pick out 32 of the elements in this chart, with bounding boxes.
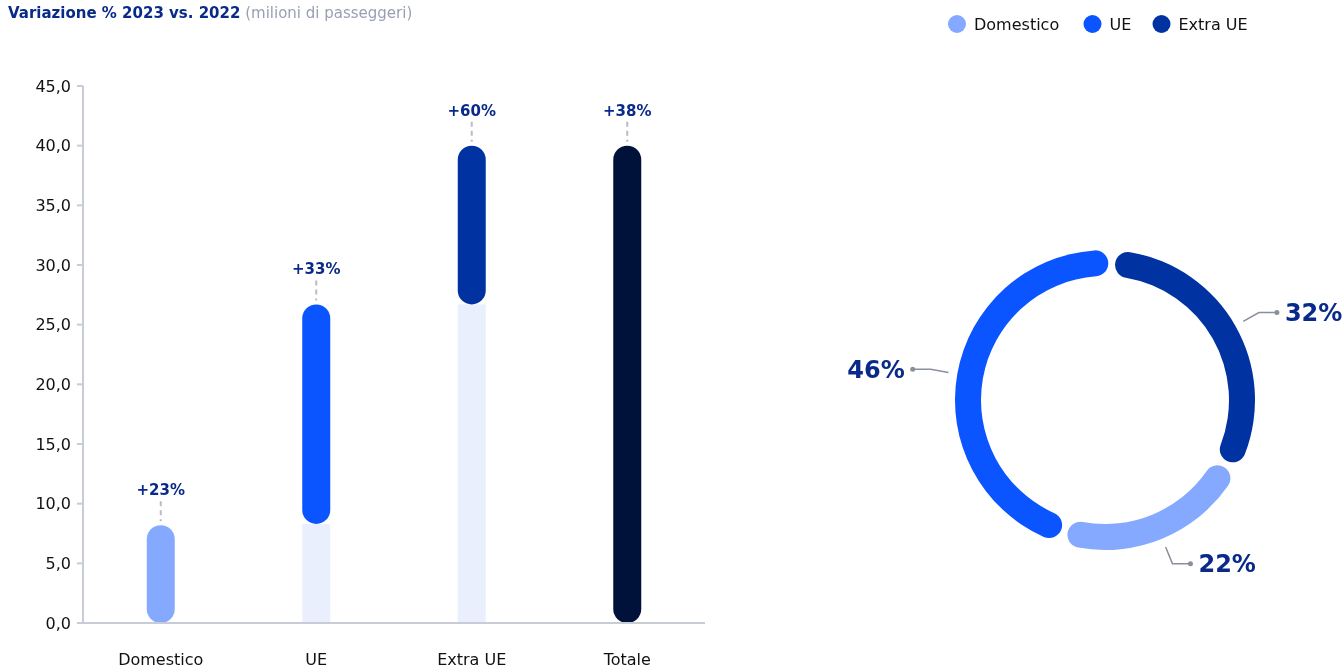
y-tick-label: 40,0 (35, 136, 71, 156)
y-tick-label: 30,0 (35, 255, 71, 275)
chart-title: Variazione % 2023 vs. 2022 (8, 4, 241, 22)
annotation: +23% (136, 481, 185, 500)
y-tick-label: 25,0 (35, 315, 71, 335)
legend-label: Extra UE (1178, 14, 1248, 34)
y-tick-label: 15,0 (35, 434, 71, 454)
bar (457, 145, 486, 305)
bar (302, 523, 331, 623)
x-tick-label: Totale (602, 650, 651, 669)
data-label: 46% (847, 355, 905, 384)
bar (613, 145, 642, 623)
legend-label: Domestico (974, 14, 1060, 34)
data-label: 32% (1284, 298, 1342, 327)
y-tick-label: 20,0 (35, 374, 71, 394)
annotation: +38% (603, 101, 652, 120)
x-tick-label: Domestico (118, 650, 204, 669)
y-tick-label: 45,0 (35, 76, 71, 96)
bar (302, 304, 331, 524)
bar (457, 304, 486, 623)
x-tick-label: UE (305, 650, 328, 669)
bar (146, 525, 175, 623)
x-tick-label: Extra UE (437, 650, 507, 669)
legend-label: UE (1109, 14, 1132, 34)
y-tick-label: 5,0 (45, 553, 71, 573)
annotation: +60% (447, 101, 496, 120)
y-tick-label: 0,0 (45, 613, 71, 633)
y-tick-label: 10,0 (35, 494, 71, 514)
data-label: 22% (1198, 550, 1256, 579)
annotation: +33% (292, 260, 341, 279)
y-tick-label: 35,0 (35, 195, 71, 215)
chart-subtitle: (milioni di passeggeri) (240, 4, 413, 22)
